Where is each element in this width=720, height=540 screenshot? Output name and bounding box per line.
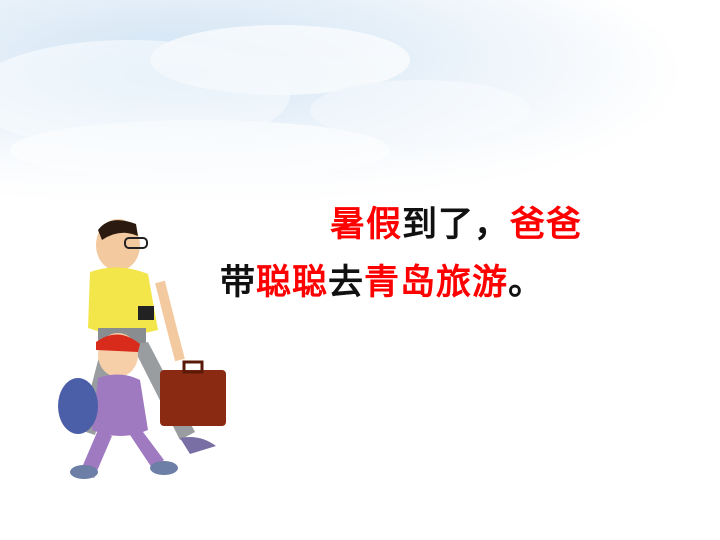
father-child-illustration [58, 219, 226, 479]
story-line-2: 带聪聪去青岛旅游。 [220, 263, 544, 303]
line2-segment: 去 [328, 263, 365, 303]
sky-background [0, 0, 720, 210]
line2-segment: 。 [508, 263, 545, 303]
line1-segment: 到了， [402, 205, 511, 245]
line2-segment: 聪聪 [256, 263, 329, 303]
line2-segment: 青岛旅游 [364, 263, 509, 303]
line2-segment: 带 [220, 263, 257, 303]
camera-icon [138, 306, 154, 320]
story-line-1: 暑假到了，爸爸 [330, 205, 582, 245]
child-figure [58, 333, 178, 479]
line1-segment: 暑假 [330, 205, 403, 245]
line1-segment: 爸爸 [510, 205, 583, 245]
briefcase-icon [160, 360, 226, 426]
backpack-icon [58, 378, 98, 434]
